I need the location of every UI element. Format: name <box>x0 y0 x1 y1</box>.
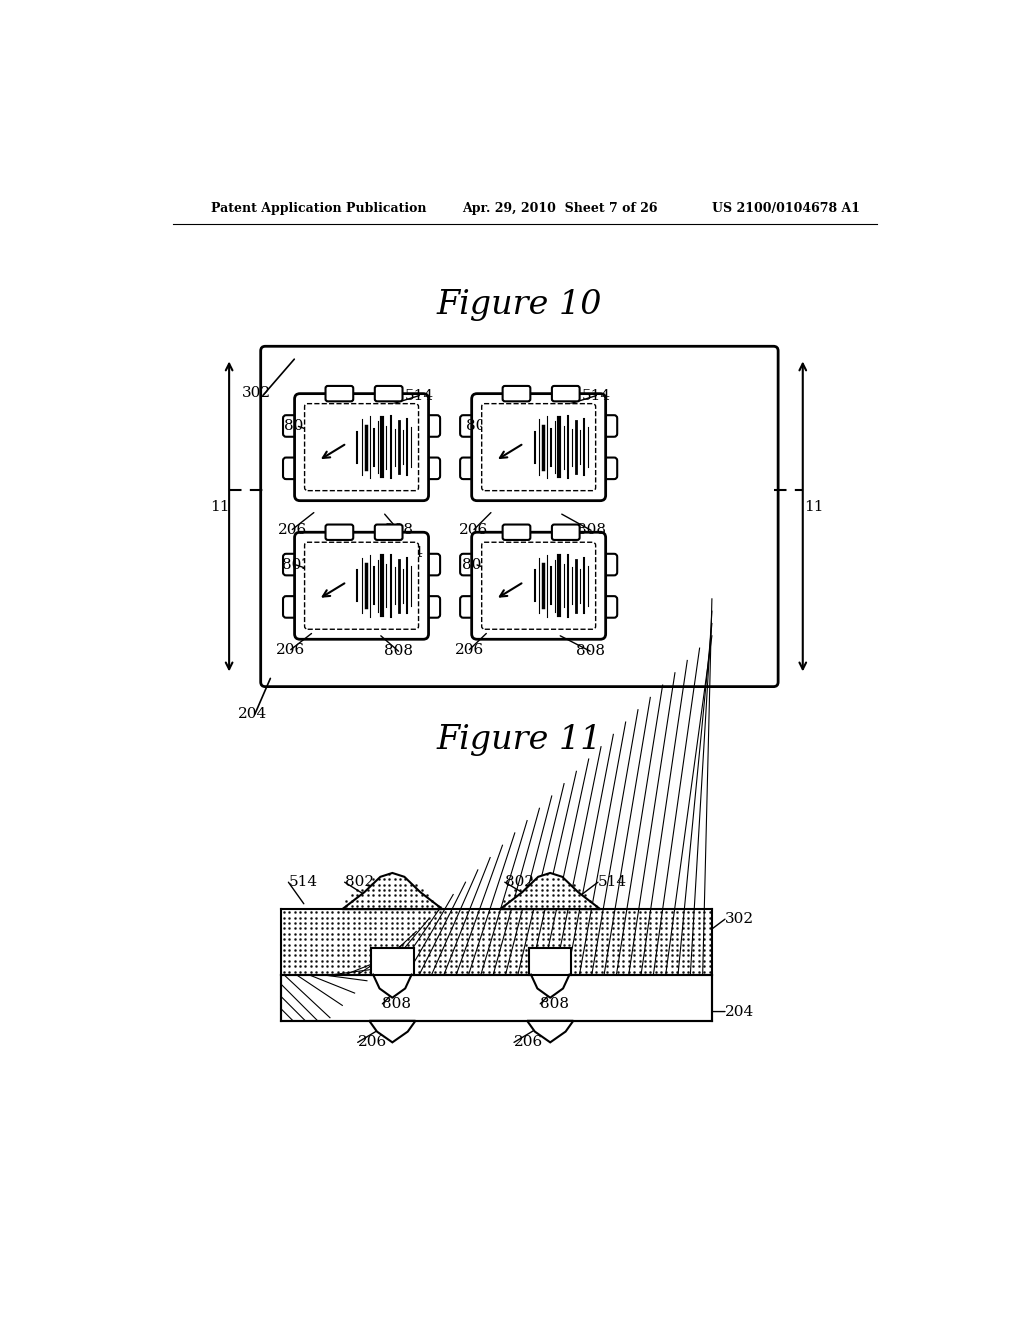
Text: 206: 206 <box>460 523 488 536</box>
FancyBboxPatch shape <box>481 404 596 491</box>
FancyBboxPatch shape <box>420 597 440 618</box>
Text: 11: 11 <box>804 500 823 513</box>
Polygon shape <box>531 974 569 998</box>
Text: 808: 808 <box>577 523 605 537</box>
FancyBboxPatch shape <box>304 543 419 630</box>
Text: 514: 514 <box>394 545 424 560</box>
Text: 808: 808 <box>382 997 412 1011</box>
FancyBboxPatch shape <box>597 416 617 437</box>
FancyBboxPatch shape <box>481 543 596 630</box>
FancyBboxPatch shape <box>460 458 480 479</box>
FancyBboxPatch shape <box>326 524 353 540</box>
FancyBboxPatch shape <box>597 554 617 576</box>
FancyBboxPatch shape <box>460 597 480 618</box>
Text: 802: 802 <box>463 558 492 572</box>
FancyBboxPatch shape <box>375 524 402 540</box>
Text: 514: 514 <box>404 388 434 403</box>
Polygon shape <box>373 974 412 998</box>
Text: 206: 206 <box>455 643 484 656</box>
Text: 802: 802 <box>505 875 534 890</box>
Bar <box>281 909 712 974</box>
FancyBboxPatch shape <box>295 532 429 639</box>
Text: 302: 302 <box>243 387 271 400</box>
Text: 206: 206 <box>514 1035 544 1049</box>
FancyBboxPatch shape <box>460 416 480 437</box>
FancyBboxPatch shape <box>283 458 303 479</box>
FancyBboxPatch shape <box>375 385 402 401</box>
Text: 514: 514 <box>598 875 627 890</box>
Polygon shape <box>370 1020 416 1043</box>
Text: Patent Application Publication: Patent Application Publication <box>211 202 427 215</box>
Text: US 2100/0104678 A1: US 2100/0104678 A1 <box>712 202 860 215</box>
Polygon shape <box>500 873 600 909</box>
Text: 302: 302 <box>725 912 754 927</box>
FancyBboxPatch shape <box>472 393 605 500</box>
Text: 802: 802 <box>284 420 313 433</box>
FancyBboxPatch shape <box>283 416 303 437</box>
Text: 802: 802 <box>282 558 310 572</box>
Text: 808: 808 <box>384 523 413 537</box>
Text: 514: 514 <box>568 545 597 560</box>
Text: 808: 808 <box>384 644 413 659</box>
Text: 206: 206 <box>278 523 307 536</box>
Text: 206: 206 <box>357 1035 387 1049</box>
FancyBboxPatch shape <box>326 385 353 401</box>
Polygon shape <box>342 873 442 909</box>
FancyBboxPatch shape <box>283 597 303 618</box>
FancyBboxPatch shape <box>597 597 617 618</box>
Text: 206: 206 <box>276 643 305 656</box>
Text: 204: 204 <box>725 1005 755 1019</box>
Text: Figure 10: Figure 10 <box>436 289 602 321</box>
FancyBboxPatch shape <box>503 385 530 401</box>
FancyBboxPatch shape <box>460 554 480 576</box>
Text: 514: 514 <box>289 875 317 890</box>
Text: 204: 204 <box>239 708 267 721</box>
Text: Figure 11: Figure 11 <box>436 723 602 756</box>
Bar <box>281 974 712 1020</box>
FancyBboxPatch shape <box>304 404 419 491</box>
FancyBboxPatch shape <box>503 524 530 540</box>
Bar <box>529 948 571 974</box>
FancyBboxPatch shape <box>420 416 440 437</box>
Text: 11: 11 <box>210 500 229 513</box>
Text: 514: 514 <box>582 388 611 403</box>
Text: 808: 808 <box>575 644 605 659</box>
FancyBboxPatch shape <box>552 524 580 540</box>
FancyBboxPatch shape <box>261 346 778 686</box>
Text: 802: 802 <box>466 420 496 433</box>
FancyBboxPatch shape <box>597 458 617 479</box>
Text: 802: 802 <box>345 875 374 890</box>
Bar <box>371 948 414 974</box>
FancyBboxPatch shape <box>472 532 605 639</box>
FancyBboxPatch shape <box>552 385 580 401</box>
FancyBboxPatch shape <box>295 393 429 500</box>
Text: Apr. 29, 2010  Sheet 7 of 26: Apr. 29, 2010 Sheet 7 of 26 <box>462 202 657 215</box>
Text: 808: 808 <box>541 997 569 1011</box>
Polygon shape <box>527 1020 573 1043</box>
FancyBboxPatch shape <box>420 554 440 576</box>
FancyBboxPatch shape <box>283 554 303 576</box>
FancyBboxPatch shape <box>420 458 440 479</box>
